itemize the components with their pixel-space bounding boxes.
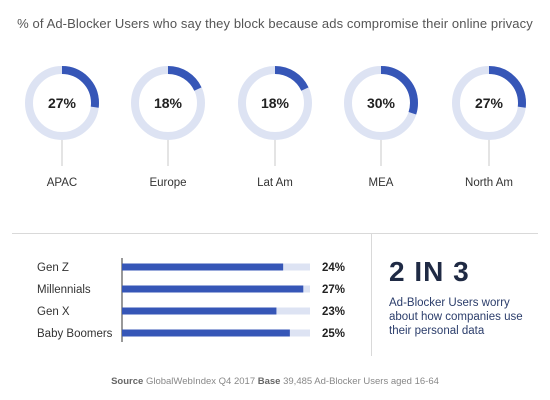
donut-value-arc xyxy=(238,66,312,140)
donut-chart-area: 27% 18% 18% 30% 27% xyxy=(25,66,526,166)
vertical-divider xyxy=(371,233,372,356)
headline-stat: 2 IN 3 xyxy=(389,256,470,287)
region-label: APAC xyxy=(46,177,78,189)
donut-lat-am: 18% xyxy=(238,66,312,166)
bar-value xyxy=(122,329,290,337)
source-text: GlobalWebIndex Q4 2017 xyxy=(145,376,256,387)
donut-north-am: 27% xyxy=(452,66,526,166)
region-label: MEA xyxy=(368,177,394,189)
base-label: Base xyxy=(257,376,281,387)
region-label: North Am xyxy=(465,177,513,189)
bar-category-label: Gen X xyxy=(37,306,70,318)
donut-value-label: 27% xyxy=(475,95,504,111)
donut-value-arc xyxy=(344,66,418,140)
source-label: Source xyxy=(111,376,144,387)
donut-value-arc xyxy=(131,66,205,140)
base-text: 39,485 Ad-Blocker Users aged 16-64 xyxy=(283,376,439,387)
bar-value-label: 25% xyxy=(322,328,345,340)
bar-value xyxy=(122,307,277,315)
donut-value-label: 18% xyxy=(261,95,290,111)
region-label: Europe xyxy=(149,177,187,189)
bar-value-label: 27% xyxy=(322,284,345,296)
horizontal-divider xyxy=(12,233,538,234)
donut-value-label: 27% xyxy=(48,95,77,111)
bar-value xyxy=(122,285,304,293)
region-label: Lat Am xyxy=(257,177,293,189)
footer-source: Source GlobalWebIndex Q4 2017 Base 39,48… xyxy=(0,376,550,387)
donut-value-label: 18% xyxy=(154,95,183,111)
bar-value xyxy=(122,263,284,271)
donut-europe: 18% xyxy=(131,66,205,166)
bar-category-label: Gen Z xyxy=(37,262,69,274)
bar-value-label: 24% xyxy=(322,262,345,274)
donut-value-arc xyxy=(25,66,99,140)
bar-category-label: Baby Boomers xyxy=(37,328,113,340)
donut-mea: 30% xyxy=(344,66,418,166)
donut-value-arc xyxy=(452,66,526,140)
bar-category-label: Millennials xyxy=(37,284,91,296)
regional-donut-charts: 27% 18% 18% 30% 27% xyxy=(0,60,550,200)
donut-apac: 27% xyxy=(25,66,99,166)
chart-title: % of Ad-Blocker Users who say they block… xyxy=(17,16,533,31)
bar-value-label: 23% xyxy=(322,306,345,318)
headline-stat-description: Ad-Blocker Users worry about how compani… xyxy=(389,297,523,337)
donut-value-label: 30% xyxy=(367,95,396,111)
